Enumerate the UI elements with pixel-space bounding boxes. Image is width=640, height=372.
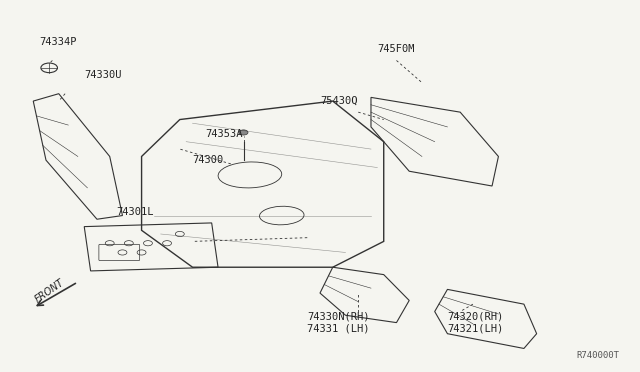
Circle shape — [239, 130, 248, 135]
Text: 745F0M: 745F0M — [378, 44, 415, 54]
Text: 75430Q: 75430Q — [320, 96, 358, 106]
Text: 74330N(RH)
74331 (LH): 74330N(RH) 74331 (LH) — [307, 312, 370, 333]
Text: 74301L: 74301L — [116, 207, 154, 217]
Text: 74320(RH)
74321(LH): 74320(RH) 74321(LH) — [447, 312, 504, 333]
Text: 74353A: 74353A — [205, 129, 243, 139]
Text: 74334P: 74334P — [40, 37, 77, 47]
Text: R740000T: R740000T — [577, 350, 620, 359]
Text: 74330U: 74330U — [84, 70, 122, 80]
Text: FRONT: FRONT — [33, 278, 66, 305]
Text: 74300: 74300 — [193, 155, 224, 165]
